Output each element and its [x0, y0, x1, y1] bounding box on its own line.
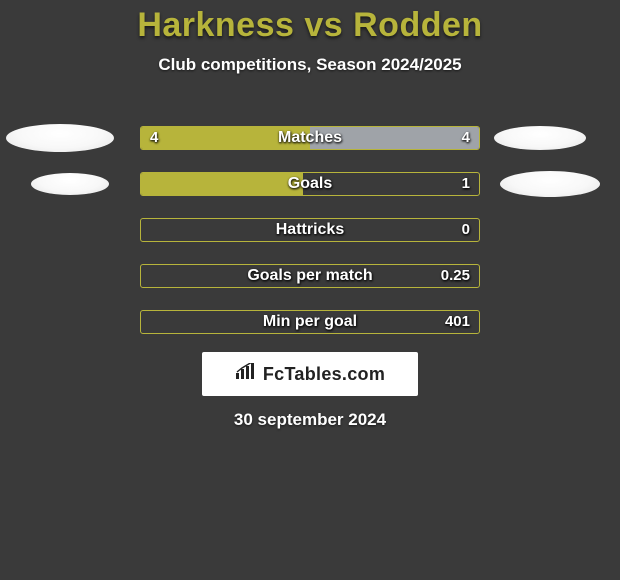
stat-bar-track: [140, 218, 480, 242]
bar-chart-icon: [235, 363, 257, 386]
stat-row: Goals1: [0, 166, 620, 212]
stat-bar-track: [140, 126, 480, 150]
stat-bar-track: [140, 310, 480, 334]
logo-text: FcTables.com: [263, 364, 385, 385]
decorative-ellipse: [500, 171, 600, 197]
stat-bar-track: [140, 264, 480, 288]
stat-bar-track: [140, 172, 480, 196]
comparison-infographic: Harkness vs Rodden Club competitions, Se…: [0, 0, 620, 580]
stat-row: Goals per match0.25: [0, 258, 620, 304]
stat-bar-left: [141, 127, 310, 149]
stat-row: Hattricks0: [0, 212, 620, 258]
stats-chart: Matches44Goals1Hattricks0Goals per match…: [0, 120, 620, 350]
stat-bar-left: [141, 173, 303, 195]
stat-bar-right: [310, 127, 479, 149]
page-title: Harkness vs Rodden: [0, 0, 620, 45]
stat-row: Min per goal401: [0, 304, 620, 350]
decorative-ellipse: [6, 124, 114, 152]
date-line: 30 september 2024: [0, 410, 620, 430]
decorative-ellipse: [31, 173, 109, 195]
decorative-ellipse: [494, 126, 586, 150]
page-subtitle: Club competitions, Season 2024/2025: [0, 55, 620, 75]
logo-box: FcTables.com: [202, 352, 418, 396]
stat-row: Matches44: [0, 120, 620, 166]
